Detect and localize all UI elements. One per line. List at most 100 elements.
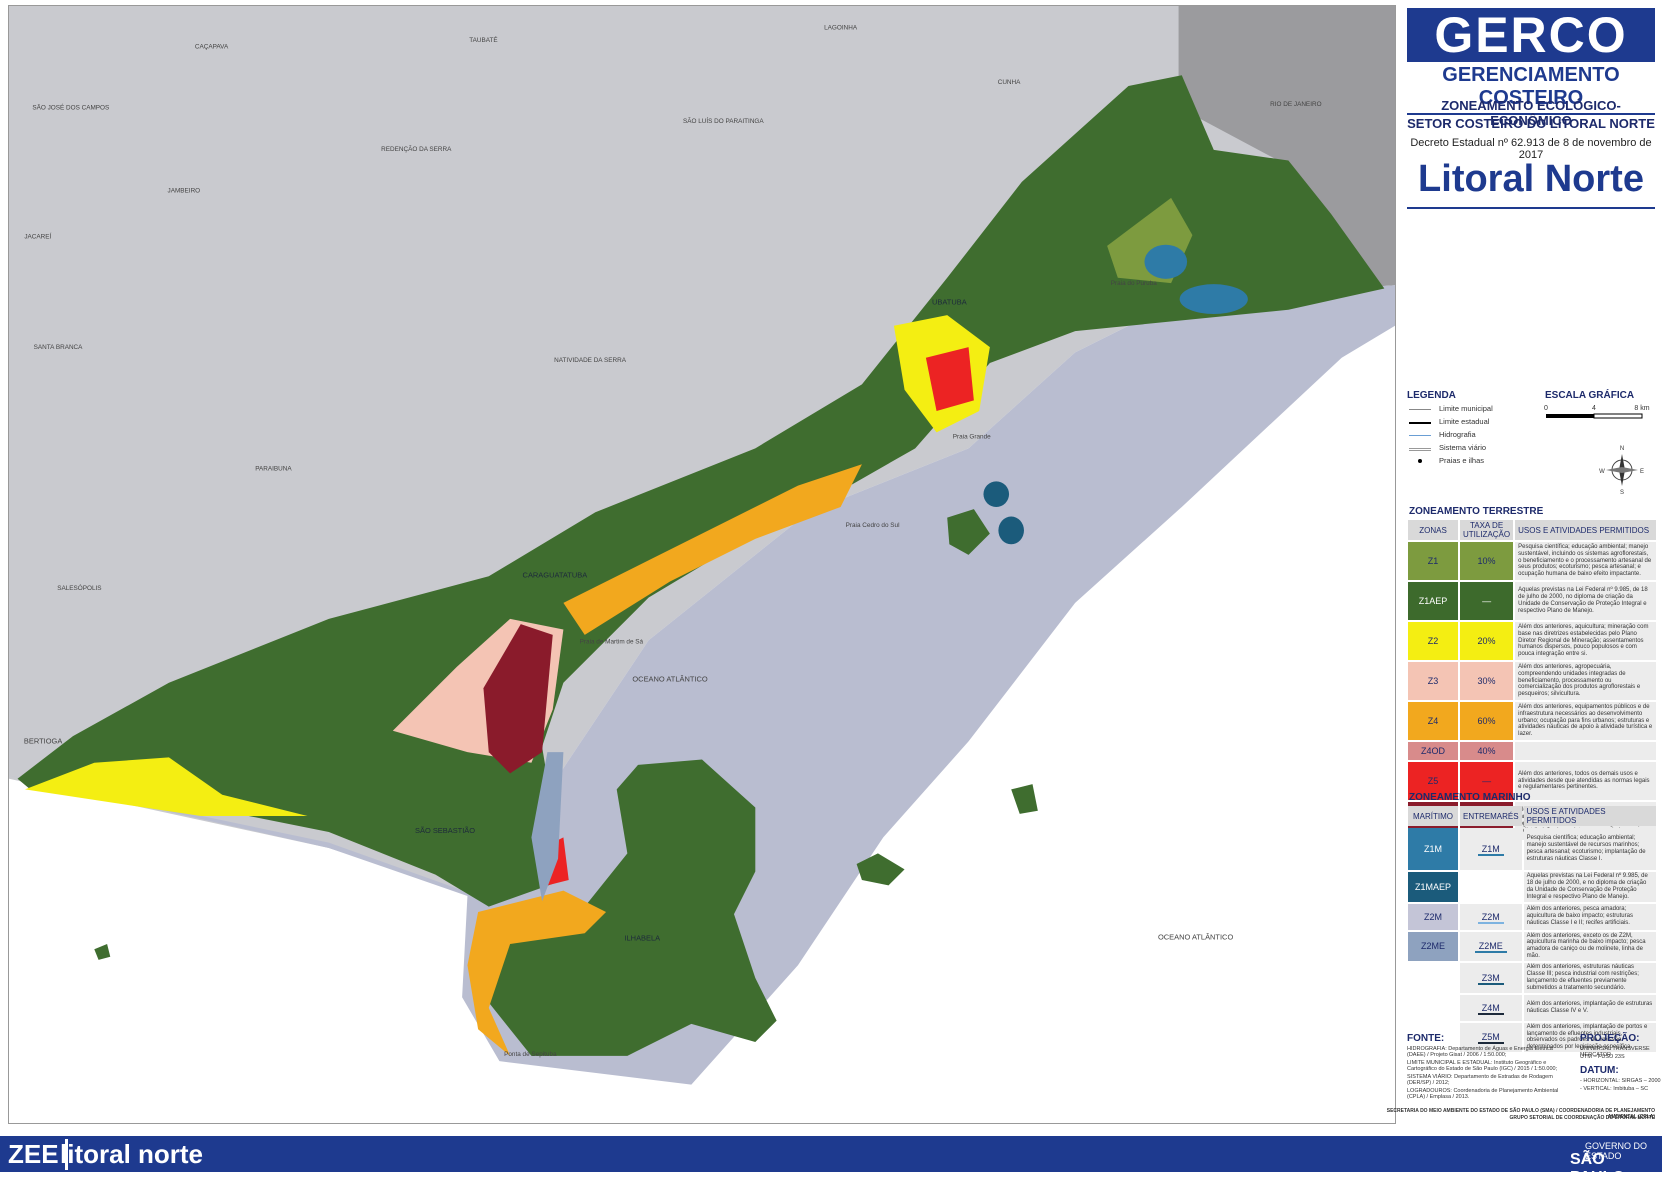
rate-cell: 10% [1460,542,1514,580]
mainland [17,75,1385,907]
zone-z1m [1144,244,1188,279]
footer-bar: ZEE litoral norte GOVERNO DO ESTADO SÃO … [0,1136,1662,1186]
intertidal-label: Z4M [1477,1002,1504,1015]
intertidal-label: Z5M [1477,1032,1504,1045]
sources: HIDROGRAFIA: Departamento de Águas e Ene… [1407,1046,1567,1102]
compass [1606,454,1638,486]
legend-title: LEGENDA [1407,390,1456,401]
place-label: Ponta de Sepituba [504,1051,557,1058]
legend-item: Sistema viário [1407,443,1527,456]
place-label: Praia do Puruba [1111,280,1158,287]
place-label: LAGOINHA [824,24,858,31]
zone-z2 [24,757,308,817]
map: SÃO JOSÉ DOS CAMPOS CAÇAPAVA TAUBATÉ LAGOIN… [8,5,1396,1124]
intertidal-cell: Z5M [1460,1022,1522,1053]
credit: GRUPO SETORIAL DE COORDENAÇÃO DO LITORAL… [1509,1115,1655,1121]
place-label: SÃO LUÍS DO PARAITINGA [683,116,764,125]
zone-z1maep [983,481,1010,507]
place-label: SÃO SEBASTIÃO [415,826,475,835]
use-cell: Aquelas previstas na Lei Federal nº 9.98… [1523,872,1656,902]
source-item: LIMITE MUNICIPAL E ESTADUAL: Instituto G… [1407,1060,1558,1072]
datum-line: - HORIZONTAL: SIRGAS – 2000 [1580,1078,1661,1084]
place-label: ILHABELA [624,934,660,943]
map-labels: SÃO JOSÉ DOS CAMPOS CAÇAPAVA TAUBATÉ LAGOIN… [24,24,1322,1057]
header-cell: ENTREMARÉS [1460,806,1522,826]
intertidal-cell: Z3M [1460,963,1522,993]
intertidal-cell: Z2ME [1460,931,1522,962]
zone-z4 [563,464,862,635]
scale-label: 4 [1592,405,1596,412]
maritime-cell [1408,1022,1458,1053]
place-label: Praia Grande [953,434,991,441]
zone-row: Z1AEP — Aquelas previstas na Lei Federal n… [1408,582,1656,620]
legend-symbol [1409,448,1431,451]
intertidal-label: Z2M [1477,911,1504,924]
projection-line: UTM – FUSO 23S [1580,1054,1625,1060]
place-label: SALESÓPOLIS [57,583,101,592]
use-cell: Além dos anteriores, agropecuária, compr… [1515,662,1656,700]
maritime-cell [1408,994,1458,1021]
place-label: BERTIOGA [24,737,62,746]
intertidal-cell: Z4M [1460,994,1522,1021]
header-cell: USOS E ATIVIDADES PERMITIDOS [1523,806,1656,826]
legend: Limite municipal Limite estadual Hidrograf… [1407,404,1527,469]
footer-name: litoral norte [60,1139,204,1169]
zone-cell: Z3 [1408,662,1458,700]
legend-symbol [1409,435,1431,436]
legend-item: Limite estadual [1407,417,1527,430]
sea [9,285,1395,1085]
place-label: PARAIBUNA [255,466,292,473]
place-label: JACAREÍ [24,231,51,240]
datum-title: DATUM: [1580,1065,1619,1076]
legend-item: Hidrografia [1407,430,1527,443]
maritime-cell: Z1M [1408,828,1458,870]
use-cell: Além dos anteriores, implantação de estr… [1523,994,1656,1021]
place-label: Praia de Martim de Sá [580,638,644,645]
use-cell: Além dos anteriores, pesca amadora; aqui… [1523,903,1656,930]
legend-item: Limite municipal [1407,404,1527,417]
source-item: LOGRADOUROS: Coordenadoria de Planejamen… [1407,1088,1559,1100]
zone-z1maep [998,516,1024,545]
scale-bar [1593,413,1643,419]
zone-z2me [531,752,564,902]
zone-cell: Z1 [1408,542,1458,580]
logo: GERCO [1407,8,1655,62]
zone-row: Z1 10% Pesquisa científica; educação ambie… [1408,542,1656,580]
scale-and-compass: 0 4 8 km N S E W [1544,405,1650,496]
place-label: REDENÇÃO DA SERRA [381,144,452,153]
zone-z4 [467,890,607,1056]
source-item: SISTEMA VIÁRIO: Departamento de Estradas… [1407,1074,1553,1086]
place-label: RIO DE JANEIRO [1270,101,1321,108]
footer-zee: ZEE [8,1139,68,1170]
decree: Decreto Estadual nº 62.913 de 8 de novem… [1410,137,1652,161]
rate-cell: 30% [1460,662,1514,700]
sources-title: FONTE: [1407,1033,1445,1044]
maritime-cell [1408,963,1458,993]
zone-cell: Z2 [1408,622,1458,660]
place-label: SANTA BRANCA [34,344,84,351]
island [94,943,111,960]
projection-line: UNIVERSAL TRANSVERSE MERCATOR [1580,1046,1650,1058]
use-cell: Além dos anteriores, exceto os de Z2M, a… [1523,931,1656,962]
marine-row: Z3M Além dos anteriores, estruturas náuti… [1408,963,1656,993]
island [947,509,990,555]
zone-cell: Z1AEP [1408,582,1458,620]
rate-cell: 40% [1460,742,1514,760]
datum-line: - VERTICAL: Imbituba – SC [1580,1086,1649,1092]
use-cell [1515,742,1656,760]
use-cell: Além dos anteriores, estruturas náuticas… [1523,963,1656,993]
zone-z5 [925,347,974,412]
place-label: Praia Cedro do Sul [846,522,900,529]
zone-z1m [1179,284,1248,315]
credit: SECRETARIA DO MEIO AMBIENTE DO ESTADO DE… [1386,1108,1655,1120]
legend-item: Praias e ilhas [1407,456,1527,469]
compass-letter: E [1640,469,1644,475]
zone-row: Z4OD 40% [1408,742,1656,760]
zone-row: Z4 60% Além dos anteriores, equipamentos p… [1408,702,1656,740]
use-cell: Além dos anteriores, aquicultura; minera… [1515,622,1656,660]
title-line: SETOR COSTEIRO DO LITORAL NORTE [1407,116,1655,131]
legend-label: Limite estadual [1439,417,1490,426]
compass-letter: W [1599,469,1605,475]
marine-row: Z5M Além dos anteriores, implantação de p… [1408,1022,1656,1053]
header-cell: ZONAS [1408,520,1458,540]
